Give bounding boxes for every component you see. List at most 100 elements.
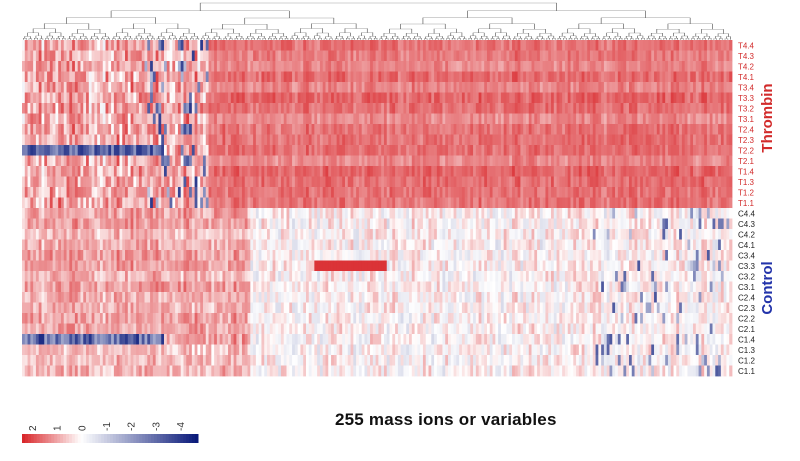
dendrogram-branch xyxy=(121,28,145,34)
heatmap-cell xyxy=(303,155,307,167)
heatmap-cell xyxy=(375,208,379,219)
heatmap-cell xyxy=(517,187,521,198)
heatmap-cell xyxy=(328,145,332,156)
heatmap-cell xyxy=(428,187,432,198)
heatmap-cell xyxy=(628,166,633,177)
heatmap-cell xyxy=(723,82,727,93)
heatmap-cell xyxy=(88,50,92,62)
heatmap-cell xyxy=(517,82,521,93)
heatmap-cell xyxy=(211,113,215,125)
heatmap-cell xyxy=(38,229,42,240)
heatmap-cell xyxy=(116,208,120,219)
heatmap-cell xyxy=(211,229,215,240)
heatmap-cell xyxy=(623,208,627,219)
heatmap-cell xyxy=(718,113,722,125)
heatmap-cell xyxy=(395,145,399,156)
heatmap-cell xyxy=(253,208,257,219)
heatmap-cell xyxy=(138,155,143,167)
heatmap-cell xyxy=(325,218,329,230)
heatmap-cell xyxy=(144,155,148,167)
heatmap-cell xyxy=(322,92,326,104)
heatmap-cell xyxy=(492,176,496,188)
heatmap-cell xyxy=(603,50,608,62)
heatmap-cell xyxy=(370,229,374,240)
heatmap-cell xyxy=(169,71,173,83)
heatmap-cell xyxy=(33,92,37,104)
heatmap-cell xyxy=(628,103,633,114)
dendrogram-branch xyxy=(162,38,166,40)
heatmap-cell xyxy=(230,103,234,114)
heatmap-cell xyxy=(275,103,279,114)
heatmap-cell xyxy=(308,229,312,240)
heatmap-cell xyxy=(208,124,212,135)
heatmap-cell xyxy=(41,218,45,230)
heatmap-cell xyxy=(665,113,669,125)
heatmap-cell xyxy=(576,208,580,219)
heatmap-cell xyxy=(411,134,415,146)
heatmap-cell xyxy=(141,50,145,62)
heatmap-cell xyxy=(425,218,429,230)
heatmap-cell xyxy=(49,176,54,188)
heatmap-cell xyxy=(687,155,691,167)
heatmap-cell xyxy=(595,218,599,230)
heatmap-cell xyxy=(503,218,507,230)
heatmap-cell xyxy=(723,50,727,62)
heatmap-cell xyxy=(695,145,699,156)
heatmap-cell xyxy=(180,124,184,135)
heatmap-cell xyxy=(673,50,677,62)
heatmap-cell xyxy=(528,92,532,104)
heatmap-cell xyxy=(347,124,351,135)
heatmap-cell xyxy=(651,103,655,114)
heatmap-cell xyxy=(328,124,332,135)
heatmap-cell xyxy=(512,155,516,167)
heatmap-cell xyxy=(595,134,599,146)
heatmap-cell xyxy=(113,134,118,146)
heatmap-cell xyxy=(381,113,385,125)
heatmap-cell xyxy=(342,208,346,219)
heatmap-cell xyxy=(225,82,229,93)
dendrogram-branch xyxy=(156,38,161,40)
heatmap-cell xyxy=(411,82,415,93)
heatmap-cell xyxy=(38,197,42,209)
heatmap-cell xyxy=(422,208,427,219)
heatmap-cell xyxy=(250,176,254,188)
heatmap-cell xyxy=(537,92,541,104)
heatmap-cell xyxy=(709,176,713,188)
heatmap-cell xyxy=(27,103,31,114)
heatmap-cell xyxy=(292,176,296,188)
heatmap-cell xyxy=(130,176,134,188)
heatmap-cell xyxy=(679,218,683,230)
heatmap-cell xyxy=(158,103,162,114)
heatmap-cell xyxy=(283,176,287,188)
heatmap-cell xyxy=(570,71,574,83)
heatmap-cell xyxy=(91,124,95,135)
heatmap-cell xyxy=(495,134,499,146)
heatmap-cell xyxy=(486,92,491,104)
heatmap-cell xyxy=(464,218,468,230)
heatmap-cell xyxy=(30,187,34,198)
heatmap-cell xyxy=(180,113,184,125)
dendrogram-branch xyxy=(692,36,699,39)
heatmap-cell xyxy=(300,92,304,104)
heatmap-cell xyxy=(38,82,42,93)
heatmap-cell xyxy=(617,176,622,188)
heatmap-cell xyxy=(642,208,647,219)
heatmap-cell xyxy=(214,40,218,51)
heatmap-cell xyxy=(503,92,507,104)
heatmap-cell xyxy=(164,208,168,219)
heatmap-cell xyxy=(306,187,310,198)
heatmap-cell xyxy=(150,208,154,219)
heatmap-cell xyxy=(378,218,382,230)
heatmap-cell xyxy=(503,176,507,188)
heatmap-cell xyxy=(375,197,379,209)
heatmap-cell xyxy=(272,124,276,135)
heatmap-cell xyxy=(116,40,120,51)
heatmap-cell xyxy=(155,103,159,114)
heatmap-cell xyxy=(523,50,527,62)
heatmap-cell xyxy=(718,166,722,177)
heatmap-cell xyxy=(306,208,310,219)
heatmap-cell xyxy=(417,50,421,62)
heatmap-cell xyxy=(615,218,619,230)
heatmap-cell xyxy=(63,166,67,177)
heatmap-cell xyxy=(27,208,31,219)
